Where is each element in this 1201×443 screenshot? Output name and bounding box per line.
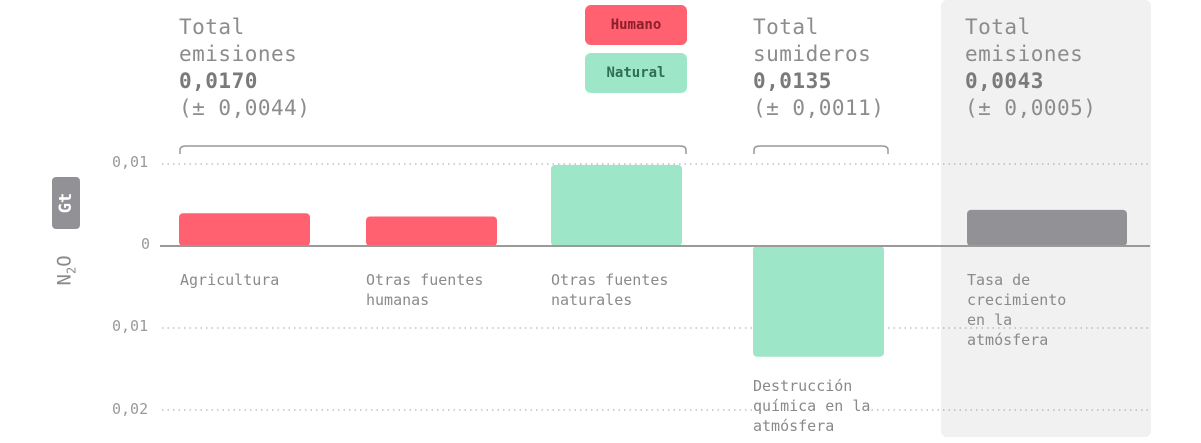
- label-agricultura-line: Agricultura: [180, 271, 280, 289]
- compound-tail: O: [53, 254, 76, 267]
- total-net-block: Total emisiones 0,0043 (± 0,0005): [965, 14, 1096, 122]
- bars: [179, 164, 1127, 357]
- legend-humano: Humano: [585, 5, 687, 45]
- total-sinks-value: 0,0135: [753, 69, 832, 93]
- total-net-uncertainty: (± 0,0005): [965, 96, 1097, 120]
- bar-4: [967, 209, 1127, 246]
- label-otras-naturales: Otras fuentes naturales: [551, 270, 668, 310]
- label-tasa-line2: crecimiento: [967, 291, 1067, 309]
- label-destruccion-line2: química en la: [753, 397, 871, 415]
- sinks-bracket: [753, 145, 889, 154]
- compound-main: N: [53, 273, 76, 286]
- label-otras-humanas: Otras fuentes humanas: [366, 270, 483, 310]
- bar-2: [551, 164, 682, 246]
- label-otras-naturales-line2: naturales: [551, 291, 633, 309]
- legend-natural-label: Natural: [606, 65, 666, 81]
- brackets: [179, 145, 889, 154]
- legend-natural: Natural: [585, 53, 687, 93]
- label-agricultura: Agricultura: [180, 270, 279, 290]
- total-net-line1: Total: [965, 15, 1031, 39]
- unit-badge-text: Gt: [55, 192, 76, 214]
- total-emissions-value: 0,0170: [179, 69, 258, 93]
- compound-sub: 2: [64, 266, 79, 274]
- ytick-label-3: 0,02: [112, 400, 149, 418]
- label-destruccion: Destrucción química en la atmósfera: [753, 376, 871, 436]
- total-sinks-line2: sumideros: [753, 42, 872, 66]
- total-sinks-uncertainty: (± 0,0011): [753, 96, 885, 120]
- compound-label: N2O: [50, 245, 82, 295]
- total-sinks-block: Total sumideros 0,0135 (± 0,0011): [753, 14, 884, 122]
- emissions-bracket: [179, 145, 687, 154]
- label-tasa-line1: Tasa de: [967, 271, 1031, 289]
- label-tasa: Tasa de crecimiento en la atmósfera: [967, 270, 1066, 350]
- label-destruccion-line3: atmósfera: [753, 417, 835, 435]
- total-sinks-line1: Total: [753, 15, 819, 39]
- ytick-label-2: 0,01: [112, 317, 149, 335]
- label-otras-naturales-line1: Otras fuentes: [551, 271, 669, 289]
- total-net-line2: emisiones: [965, 42, 1084, 66]
- label-otras-humanas-line2: humanas: [366, 291, 430, 309]
- bar-1: [366, 216, 497, 246]
- total-emissions-line2: emisiones: [179, 42, 298, 66]
- total-emissions-block: Total emisiones 0,0170 (± 0,0044): [179, 14, 310, 122]
- unit-badge: Gt: [52, 177, 80, 229]
- ytick-label-0: 0,01: [112, 153, 149, 171]
- label-otras-humanas-line1: Otras fuentes: [366, 271, 484, 289]
- total-emissions-uncertainty: (± 0,0044): [179, 96, 311, 120]
- total-emissions-line1: Total: [179, 15, 245, 39]
- label-tasa-line3: en la: [967, 311, 1013, 329]
- bar-3: [753, 246, 884, 357]
- label-tasa-line4: atmósfera: [967, 331, 1049, 349]
- ytick-label-1: 0: [141, 235, 151, 253]
- bar-0: [179, 213, 310, 246]
- total-net-value: 0,0043: [965, 69, 1044, 93]
- legend-humano-label: Humano: [610, 17, 662, 33]
- label-destruccion-line1: Destrucción: [753, 377, 853, 395]
